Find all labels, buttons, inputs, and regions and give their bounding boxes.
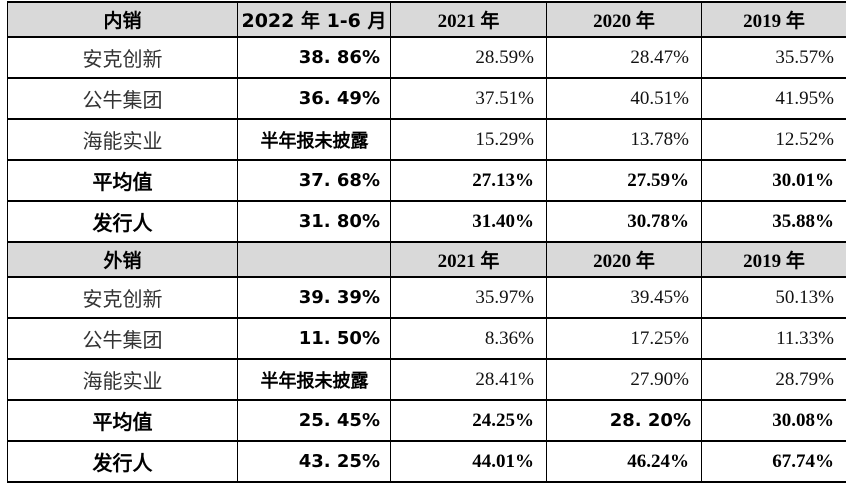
row-label: 海能实业 (8, 359, 238, 400)
cell-value: 36. 49% (238, 78, 391, 119)
row-label: 安克创新 (8, 37, 238, 78)
cell-value: 28.41% (391, 359, 547, 400)
cell-value: 12.52% (702, 119, 846, 160)
cell-value: 44.01% (391, 441, 547, 482)
cell-value: 35.57% (702, 37, 846, 78)
cell-value: 17.25% (547, 318, 702, 359)
column-header: 2022 年 1-6 月 (238, 2, 391, 37)
cell-value: 11.33% (702, 318, 846, 359)
cell-value: 38. 86% (238, 37, 391, 78)
row-label: 发行人 (8, 441, 238, 482)
cell-value: 39. 39% (238, 277, 391, 318)
cell-value: 13.78% (547, 119, 702, 160)
cell-value: 46.24% (547, 441, 702, 482)
cell-value: 35.88% (702, 201, 846, 242)
row-label: 安克创新 (8, 277, 238, 318)
cell-value: 31. 80% (238, 201, 391, 242)
column-header (238, 242, 391, 277)
row-label: 公牛集团 (8, 78, 238, 119)
row-label: 海能实业 (8, 119, 238, 160)
cell-value: 35.97% (391, 277, 547, 318)
cell-value: 39.45% (547, 277, 702, 318)
section-title: 内销 (8, 2, 238, 37)
cell-value: 41.95% (702, 78, 846, 119)
cell-value: 30.08% (702, 400, 846, 441)
cell-value: 27.59% (547, 160, 702, 201)
cell-value: 11. 50% (238, 318, 391, 359)
cell-value: 50.13% (702, 277, 846, 318)
column-header: 2020 年 (547, 2, 702, 37)
row-label: 平均值 (8, 160, 238, 201)
cell-value: 28.47% (547, 37, 702, 78)
cell-value: 28.79% (702, 359, 846, 400)
cell-value: 28. 20% (547, 400, 702, 441)
cell-value: 24.25% (391, 400, 547, 441)
cell-value: 8.36% (391, 318, 547, 359)
cell-value: 27.90% (547, 359, 702, 400)
cell-value: 25. 45% (238, 400, 391, 441)
cell-value: 37.51% (391, 78, 547, 119)
column-header: 2021 年 (391, 242, 547, 277)
cell-value: 40.51% (547, 78, 702, 119)
cell-value: 31.40% (391, 201, 547, 242)
cell-value: 30.01% (702, 160, 846, 201)
cell-note: 半年报未披露 (238, 359, 391, 400)
cell-value: 15.29% (391, 119, 547, 160)
column-header: 2021 年 (391, 2, 547, 37)
cell-note: 半年报未披露 (238, 119, 391, 160)
cell-value: 67.74% (702, 441, 846, 482)
column-header: 2019 年 (702, 242, 846, 277)
cell-value: 37. 68% (238, 160, 391, 201)
column-header: 2019 年 (702, 2, 846, 37)
cell-value: 28.59% (391, 37, 547, 78)
row-label: 公牛集团 (8, 318, 238, 359)
column-header: 2020 年 (547, 242, 702, 277)
cell-value: 43. 25% (238, 441, 391, 482)
section-title: 外销 (8, 242, 238, 277)
cell-value: 27.13% (391, 160, 547, 201)
row-label: 平均值 (8, 400, 238, 441)
row-label: 发行人 (8, 201, 238, 242)
cell-value: 30.78% (547, 201, 702, 242)
